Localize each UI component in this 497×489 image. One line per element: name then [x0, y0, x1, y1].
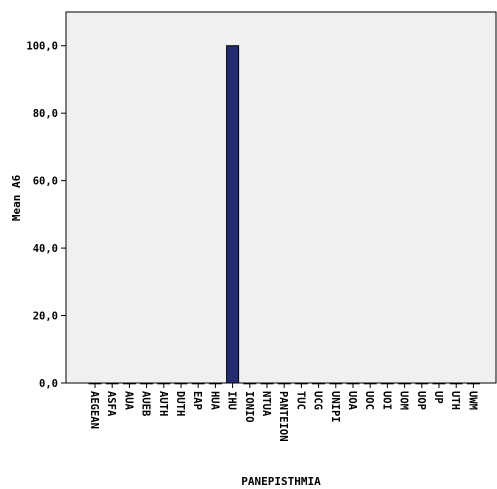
x-tick-label: UOC [363, 391, 375, 410]
x-tick-label: UP [432, 391, 444, 404]
y-tick-label: 60,0 [33, 176, 58, 188]
y-tick-label: 80,0 [33, 108, 58, 120]
x-tick-label: AUTH [157, 391, 169, 416]
x-axis: AEGEAN ASFA AUA AUEB AUTH DUTH EAP HUA IHU IONIO N… [88, 383, 478, 442]
x-tick-label: UNIPI [329, 391, 341, 423]
x-tick-label: IONIO [243, 391, 255, 423]
y-tick-label: 40,0 [33, 243, 58, 255]
x-tick-label: UCG [312, 391, 324, 410]
x-tick-label: PANTEION [277, 391, 289, 442]
x-tick-label: TUC [294, 391, 306, 410]
x-tick-label: UWM [466, 391, 478, 410]
y-axis-title: Mean A6 [10, 174, 23, 221]
y-tick-label: 20,0 [33, 311, 58, 323]
y-axis: 0,0 20,0 40,0 60,0 80,0 100,0 [26, 41, 66, 390]
x-tick-label: AUA [122, 391, 134, 411]
x-tick-label: UOA [346, 391, 358, 411]
y-tick-label: 0,0 [39, 378, 58, 390]
x-tick-label: HUA [208, 391, 220, 411]
x-tick-label: AUEB [140, 391, 152, 416]
x-tick-label: UTH [449, 391, 461, 410]
x-tick-label: UOI [380, 391, 392, 410]
x-tick-label: EAP [191, 391, 203, 410]
x-tick-label: IHU [226, 391, 238, 410]
x-tick-label: ASFA [105, 391, 117, 417]
bar-ihu [226, 45, 240, 384]
plot-area [65, 11, 497, 384]
x-tick-label: AEGEAN [88, 391, 100, 429]
x-axis-title: PANEPISTHMIA [241, 475, 321, 488]
x-tick-label: DUTH [174, 391, 186, 416]
y-tick-label: 100,0 [26, 41, 58, 53]
x-tick-label: UOM [398, 391, 410, 410]
x-tick-label: UOP [415, 391, 427, 410]
x-tick-label: NTUA [260, 391, 272, 417]
